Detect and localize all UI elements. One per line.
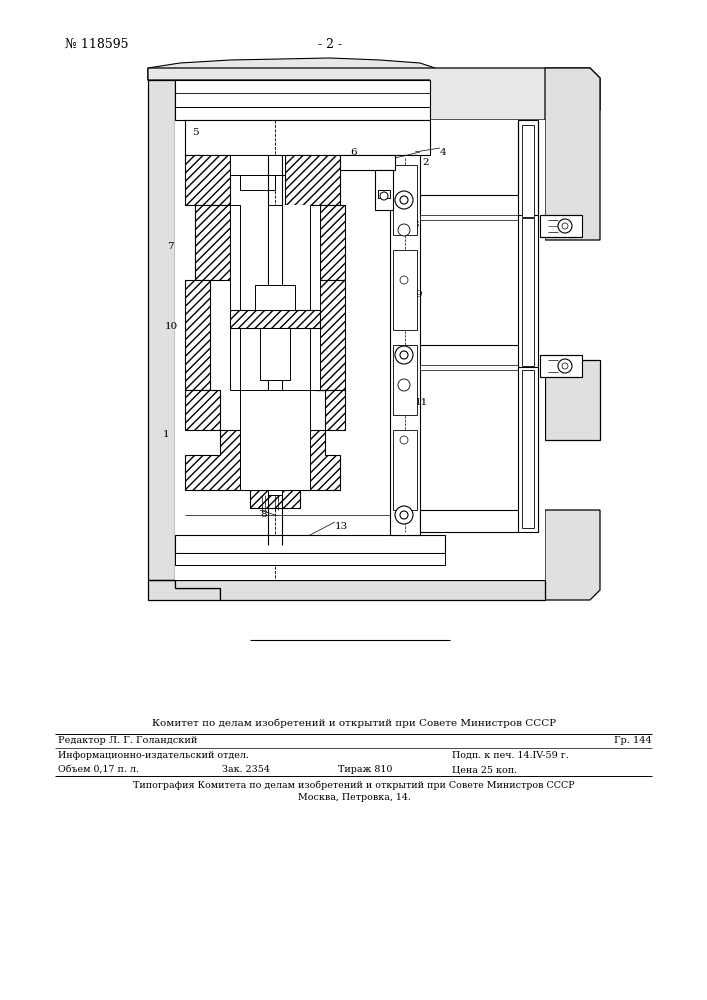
Text: 10: 10	[165, 322, 178, 331]
Text: Объем 0,17 п. л.: Объем 0,17 п. л.	[58, 765, 139, 774]
Circle shape	[395, 191, 413, 209]
Text: 1: 1	[163, 430, 170, 439]
Text: 6: 6	[350, 148, 356, 157]
Bar	[540, 215, 582, 237]
Bar	[268, 205, 282, 285]
Text: 8: 8	[260, 510, 267, 519]
Polygon shape	[320, 205, 345, 280]
Bar	[240, 205, 310, 390]
Circle shape	[398, 224, 410, 236]
Polygon shape	[315, 280, 345, 390]
Bar	[185, 120, 430, 155]
Text: Гр. 144: Гр. 144	[614, 736, 652, 745]
Polygon shape	[545, 68, 600, 240]
Bar	[240, 390, 310, 490]
Circle shape	[400, 351, 408, 359]
Text: 9: 9	[415, 290, 421, 299]
Text: 5: 5	[192, 128, 199, 137]
Bar	[260, 328, 290, 380]
Text: Цена 25 коп.: Цена 25 коп.	[452, 765, 517, 774]
Bar	[420, 195, 520, 217]
Text: 3: 3	[412, 220, 419, 229]
Circle shape	[380, 192, 388, 200]
Bar	[393, 165, 417, 235]
Circle shape	[400, 276, 408, 284]
Bar	[175, 535, 445, 553]
Bar	[375, 170, 393, 210]
Polygon shape	[185, 390, 220, 430]
Bar	[540, 355, 582, 377]
Bar	[230, 155, 285, 175]
Text: 12: 12	[381, 183, 395, 192]
Polygon shape	[285, 155, 340, 205]
Text: 2: 2	[422, 158, 428, 167]
Bar	[522, 370, 534, 528]
Bar	[340, 155, 395, 170]
Text: № 118595: № 118595	[65, 38, 129, 51]
Polygon shape	[185, 280, 210, 390]
Text: Тираж 810: Тираж 810	[338, 765, 392, 774]
Polygon shape	[175, 80, 545, 580]
Text: Информационно-издательский отдел.: Информационно-издательский отдел.	[58, 751, 249, 760]
Bar	[393, 250, 417, 330]
Bar	[522, 218, 534, 366]
Polygon shape	[148, 58, 435, 80]
Bar	[518, 120, 538, 220]
Text: Зак. 2354: Зак. 2354	[222, 765, 270, 774]
Polygon shape	[185, 155, 230, 205]
Text: 4: 4	[440, 148, 447, 157]
Bar	[390, 155, 420, 535]
Bar	[240, 175, 275, 190]
Bar	[255, 285, 295, 310]
Polygon shape	[185, 430, 340, 490]
Polygon shape	[315, 390, 345, 430]
Polygon shape	[545, 360, 600, 440]
Polygon shape	[148, 68, 220, 600]
Text: Типография Комитета по делам изобретений и открытий при Совете Министров СССР: Типография Комитета по делам изобретений…	[133, 780, 575, 790]
Bar	[420, 510, 520, 532]
Text: 7: 7	[167, 242, 174, 251]
Bar	[268, 380, 282, 495]
Circle shape	[400, 436, 408, 444]
Bar	[522, 125, 534, 217]
Circle shape	[562, 363, 568, 369]
Bar	[518, 215, 538, 370]
Bar	[378, 190, 390, 198]
Text: 13: 13	[335, 522, 349, 531]
Circle shape	[558, 359, 572, 373]
Bar	[230, 310, 320, 328]
Circle shape	[562, 223, 568, 229]
Text: Комитет по делам изобретений и открытий при Совете Министров СССР: Комитет по делам изобретений и открытий …	[152, 718, 556, 728]
Bar	[230, 205, 240, 390]
Circle shape	[400, 196, 408, 204]
Bar	[420, 215, 520, 220]
Polygon shape	[148, 580, 545, 600]
Bar	[175, 553, 445, 565]
Bar	[420, 365, 520, 370]
Bar	[250, 490, 300, 508]
Text: Редактор Л. Г. Голандский: Редактор Л. Г. Голандский	[58, 736, 197, 745]
Circle shape	[395, 506, 413, 524]
Text: - 2 -: - 2 -	[318, 38, 342, 51]
Bar	[420, 345, 520, 367]
Bar	[518, 367, 538, 532]
Bar	[393, 345, 417, 415]
Circle shape	[398, 379, 410, 391]
Polygon shape	[545, 510, 600, 600]
Text: Москва, Петровка, 14.: Москва, Петровка, 14.	[298, 793, 411, 802]
Bar	[310, 205, 320, 390]
Polygon shape	[148, 68, 600, 120]
Text: 11: 11	[415, 398, 428, 407]
Polygon shape	[195, 205, 230, 280]
Text: Подп. к печ. 14.IV-59 г.: Подп. к печ. 14.IV-59 г.	[452, 751, 568, 760]
Bar	[393, 430, 417, 510]
Circle shape	[558, 219, 572, 233]
Circle shape	[400, 511, 408, 519]
Bar	[175, 80, 430, 120]
Circle shape	[395, 346, 413, 364]
